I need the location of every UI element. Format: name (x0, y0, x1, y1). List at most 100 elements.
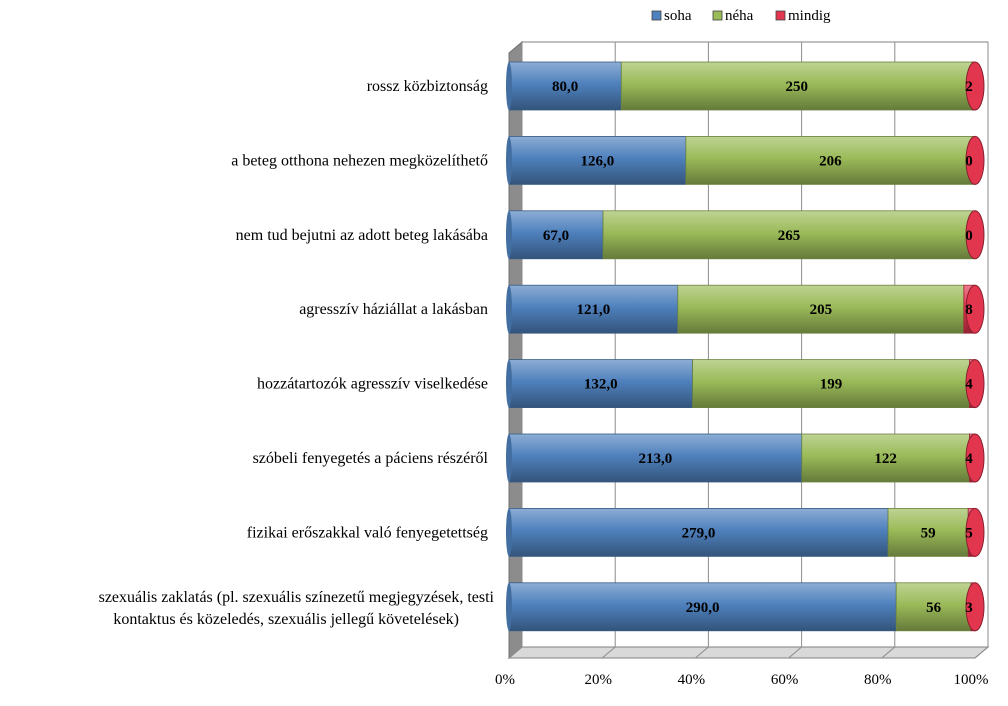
bar-row (506, 507, 985, 557)
category-label: agresszív háziállat a lakásban (299, 301, 488, 318)
bar-cap-left (506, 582, 512, 631)
bar-segment-néha (692, 359, 970, 409)
value-label: 0 (965, 228, 973, 244)
category-label: kontaktus és közeledés, szexuális jelleg… (113, 611, 459, 628)
bar-cap-left (506, 359, 512, 408)
value-label: 199 (820, 377, 843, 393)
value-label: 5 (965, 525, 973, 541)
bar-segment-soha (508, 359, 694, 409)
value-label: 132,0 (584, 377, 618, 393)
legend-label: soha (664, 8, 692, 24)
bar-segment-néha (895, 582, 972, 632)
value-label: 279,0 (682, 525, 716, 541)
bar-segment-néha (887, 507, 969, 557)
value-label: 3 (965, 600, 973, 616)
bar-row (506, 433, 985, 483)
category-label: szexuális zaklatás (pl. szexuális színez… (99, 589, 495, 606)
value-label: 205 (810, 302, 833, 318)
bar-row (506, 210, 985, 260)
x-tick-label: 100% (954, 672, 989, 688)
bar-row (506, 61, 985, 111)
x-tick-label: 40% (678, 672, 706, 688)
bar-cap-left (506, 508, 512, 557)
gridline-floor (601, 646, 616, 659)
value-label: 265 (778, 228, 801, 244)
bar-cap-left (506, 62, 512, 110)
x-tick-label: 80% (864, 672, 892, 688)
legend-label: néha (725, 8, 754, 24)
bar-segment-soha (508, 210, 604, 260)
value-label: 67,0 (543, 228, 569, 244)
legend: soha néha mindig (651, 8, 831, 24)
bar-segment-soha (508, 135, 687, 185)
bar-cap-left (506, 136, 512, 185)
bar-segment-néha (677, 284, 965, 334)
bar-segment-soha (508, 61, 622, 111)
bar-cap-right (965, 433, 985, 483)
value-label: 4 (965, 377, 973, 393)
bar-cap-left (506, 210, 512, 259)
chart-walls (507, 40, 990, 660)
bars (506, 61, 985, 632)
bar-row (506, 284, 985, 334)
value-label: 290,0 (686, 600, 720, 616)
bar-segment-soha (508, 433, 803, 483)
value-label: 8 (965, 302, 973, 318)
value-label: 250 (785, 79, 808, 95)
bar-cap-right (965, 582, 985, 632)
x-tick-label: 60% (771, 672, 799, 688)
value-label: 121,0 (577, 302, 611, 318)
bar-cap-right (965, 135, 985, 185)
bar-segment-néha (620, 61, 973, 111)
value-label: 80,0 (552, 79, 578, 95)
bar-segment-soha (508, 582, 897, 632)
bar-cap-right (965, 507, 985, 557)
value-label: 122 (874, 451, 897, 467)
category-label: nem tud bejutni az adott beteg lakásába (236, 227, 488, 244)
bar-row (506, 582, 985, 632)
legend-item-mindig: mindig (775, 8, 831, 24)
bar-cap-right (965, 210, 985, 260)
category-label: a beteg otthona nehezen megközelíthető (231, 152, 488, 169)
bar-cap-right (965, 61, 985, 111)
x-tick-label: 0% (495, 672, 515, 688)
gridline-floor (974, 646, 989, 659)
value-label: 126,0 (581, 153, 615, 169)
legend-item-néha: néha (712, 8, 754, 24)
value-label: 213,0 (639, 451, 673, 467)
legend-swatch (651, 10, 662, 21)
category-label: fizikai erőszakkal való fenyegetettség (247, 524, 488, 541)
bar-row (506, 359, 985, 409)
legend-label: mindig (788, 8, 831, 24)
bar-cap-left (506, 285, 512, 334)
category-label: szóbeli fenyegetés a páciens részéről (253, 450, 489, 467)
bar-cap-right (965, 359, 985, 409)
gridline-floor (881, 646, 896, 659)
legend-swatch (712, 10, 723, 21)
value-labels: 80,0 250 2 126,0 206 0 67,0 265 0 121,0 205 8 132,0 1… (543, 79, 973, 616)
value-label: 56 (926, 600, 942, 616)
x-tick-label: 20% (584, 672, 612, 688)
bar-cap-left (506, 434, 512, 482)
floor (507, 646, 990, 659)
bar-row (506, 135, 985, 185)
bar-segment-soha (508, 284, 679, 334)
legend-swatch (775, 10, 786, 21)
value-label: 59 (921, 525, 936, 541)
bar-segment-néha (801, 433, 970, 483)
category-label: rossz közbiztonság (367, 78, 488, 95)
category-labels: rossz közbiztonság a beteg otthona neheze… (99, 78, 495, 628)
value-label: 206 (819, 153, 842, 169)
bar-cap-right (965, 284, 985, 334)
side-wall (508, 40, 523, 660)
category-label: hozzátartozók agresszív viselkedése (257, 376, 488, 393)
value-label: 4 (965, 451, 973, 467)
bar-segment-soha (508, 507, 889, 557)
gridline-floor (788, 646, 802, 659)
value-label: 2 (965, 79, 973, 95)
bar-segment-néha (685, 135, 976, 185)
gridline-floor (508, 646, 523, 659)
legend-item-soha: soha (651, 8, 692, 24)
